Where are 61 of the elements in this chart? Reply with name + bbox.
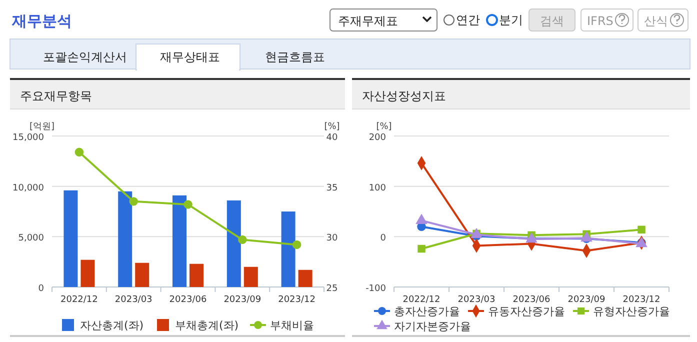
text: 재무상태표 (160, 50, 220, 64)
legend-label: 유형자산증가율 (593, 305, 670, 318)
x-tick-label: 2023/12 (278, 295, 316, 305)
y-tick-label: 5,000 (18, 234, 44, 244)
chart-title: 주요재무항목 (20, 89, 92, 103)
bar (190, 264, 204, 287)
text: 검색 (540, 14, 564, 28)
text: 산식 (644, 14, 668, 28)
text: 연간 (456, 13, 480, 27)
legend-label: 부채총계(좌) (175, 319, 239, 332)
point (238, 235, 247, 244)
point (418, 244, 426, 253)
y-tick-label: 15,000 (12, 133, 44, 143)
bar (135, 262, 150, 287)
x-tick-label: 2023/09 (224, 295, 262, 305)
legend-label: 자산총계(좌) (80, 319, 144, 332)
point (292, 240, 302, 250)
y-tick-label: 200 (368, 133, 386, 143)
bar (64, 190, 78, 287)
x-tick-label: 2023/03 (114, 295, 152, 305)
bar (118, 191, 132, 287)
text: 분기 (499, 13, 523, 27)
text: 포괄손익계산서 (43, 50, 127, 64)
y-tick-label: 100 (368, 183, 386, 194)
y2-axis-title: [%] (324, 122, 340, 132)
bar (281, 212, 296, 287)
y2-tick-label: 35 (326, 183, 338, 194)
text: 주재무제표 (338, 14, 398, 28)
x-tick-label: 2023/12 (622, 295, 660, 305)
chart-title: 자산성장성지표 (362, 89, 446, 103)
x-tick-label: 2023/06 (512, 295, 550, 305)
point (184, 200, 192, 209)
point (638, 226, 646, 234)
legend-label: 부채비율 (270, 319, 314, 332)
legend-label: 유동자산증가율 (488, 305, 565, 318)
x-tick-label: 2022/12 (402, 295, 440, 305)
text: IFRS (587, 14, 614, 28)
y-axis-title: [%] (376, 122, 392, 132)
x-tick-label: 2023/06 (169, 295, 207, 305)
legend-label: 총자산증가율 (394, 305, 460, 318)
bar (244, 266, 258, 287)
y2-tick-label: 25 (326, 284, 338, 294)
bar (172, 195, 186, 287)
y-tick-label: 0 (38, 284, 44, 294)
x-tick-label: 2022/12 (60, 295, 98, 305)
y2-tick-label: 30 (326, 234, 338, 244)
bar (226, 200, 241, 287)
y-axis-title: [억원] (29, 122, 55, 132)
y-tick-label: -100 (366, 284, 386, 294)
bar (80, 260, 95, 287)
y-tick-label: 0 (380, 234, 386, 244)
y-tick-label: 10,000 (12, 183, 44, 194)
text: 재무분석 (11, 12, 72, 30)
x-tick-label: 2023/09 (568, 295, 606, 305)
point (129, 197, 138, 206)
y2-tick-label: 40 (326, 133, 338, 143)
text: 현금흐름표 (265, 50, 325, 64)
legend-label: 자기자본증가율 (394, 320, 471, 333)
point (74, 148, 84, 156)
bar (298, 270, 312, 287)
x-tick-label: 2023/03 (458, 295, 496, 305)
